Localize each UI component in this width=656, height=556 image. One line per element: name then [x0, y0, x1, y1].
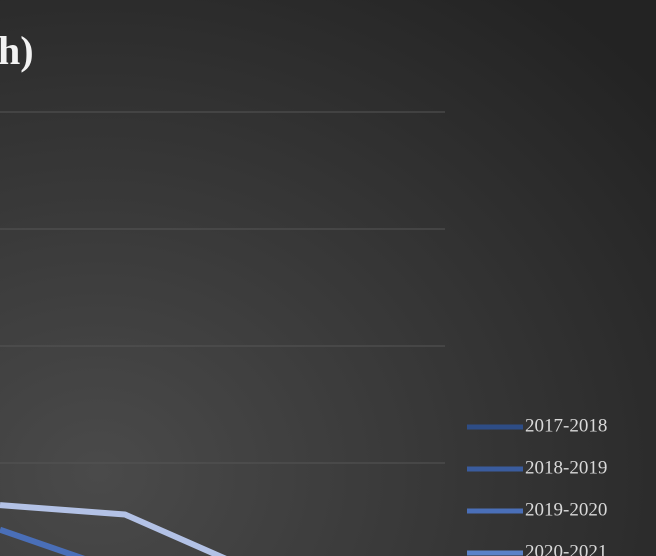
- legend-label: 2020-2021: [525, 541, 607, 556]
- legend-label: 2017-2018: [525, 415, 607, 436]
- legend-label: 2019-2020: [525, 499, 607, 520]
- series-line: [0, 526, 86, 556]
- chart-title: h): [0, 28, 34, 73]
- series-line: [0, 502, 227, 556]
- legend-label: 2018-2019: [525, 457, 607, 478]
